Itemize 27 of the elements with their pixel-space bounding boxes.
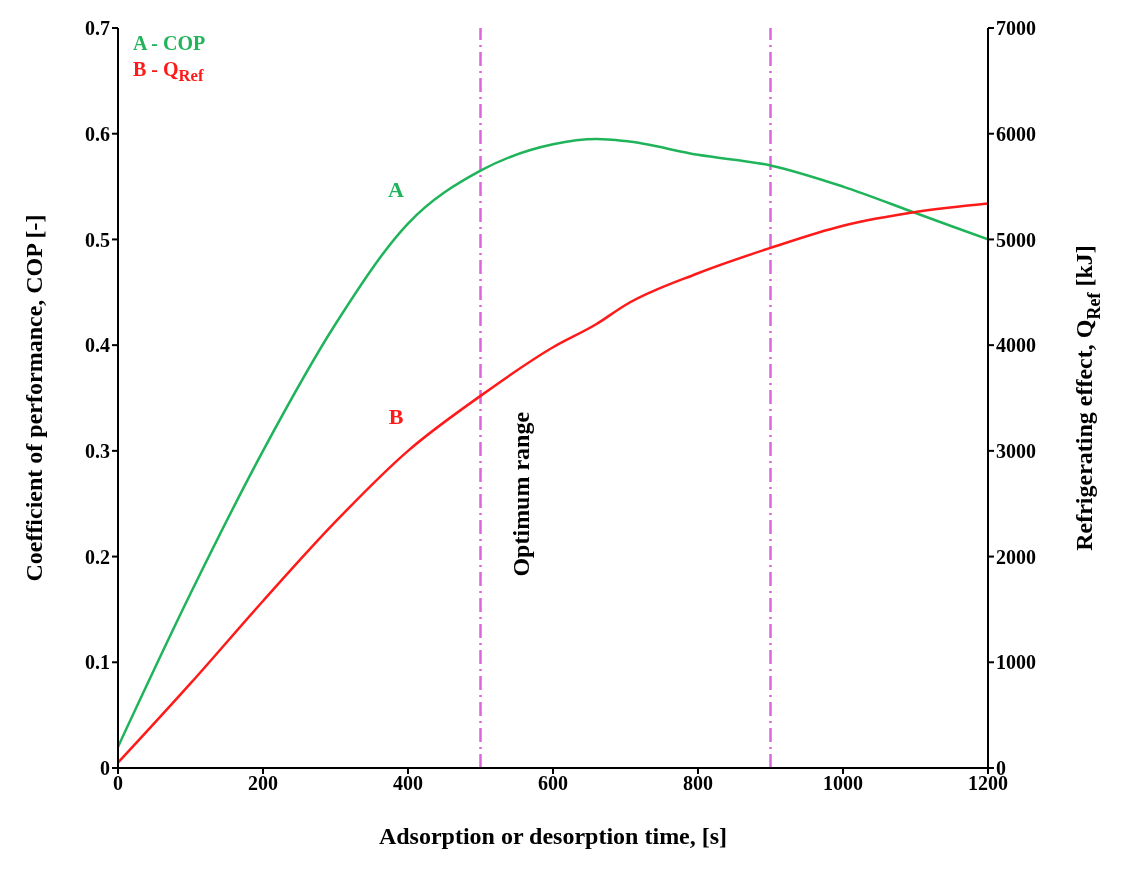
annotation: B (388, 403, 404, 429)
text: B - Q$_{Ref}$ (133, 57, 205, 87)
y2-tick-label: 2000 (996, 545, 1036, 568)
y-tick-label: 0.6 (85, 122, 110, 145)
x-axis-title: Adsorption or desorption time, [s] (378, 822, 728, 849)
y2-tick-label: 7000 (996, 17, 1036, 40)
x-tick-label: 600 (538, 772, 568, 795)
y-tick-label: 0.5 (85, 228, 110, 251)
y2-tick-label: 3000 (996, 439, 1036, 462)
text: A - COP (133, 31, 206, 56)
x-tick-label: 200 (248, 772, 278, 795)
y2-tick-label: 5000 (996, 228, 1036, 251)
x-tick-label: 400 (393, 772, 423, 795)
y-tick-label: 0.4 (85, 334, 110, 357)
y-tick-label: 0.1 (85, 651, 110, 674)
y-tick-label: 0 (100, 757, 110, 780)
x-tick-label: 800 (683, 772, 713, 795)
annotation: A (388, 176, 405, 202)
y2-tick-label: 6000 (996, 122, 1036, 145)
x-tick-label: 1000 (823, 772, 863, 795)
annotation: Optimum range (508, 411, 535, 577)
y-axis-title: Coefficient of performance, COP [-] (20, 214, 47, 582)
y-tick-label: 0.3 (85, 439, 110, 462)
y2-tick-label: 1000 (996, 651, 1036, 674)
y-tick-label: 0.2 (85, 545, 110, 568)
y-tick-label: 0.7 (85, 17, 110, 40)
y2-tick-label: 4000 (996, 334, 1036, 357)
